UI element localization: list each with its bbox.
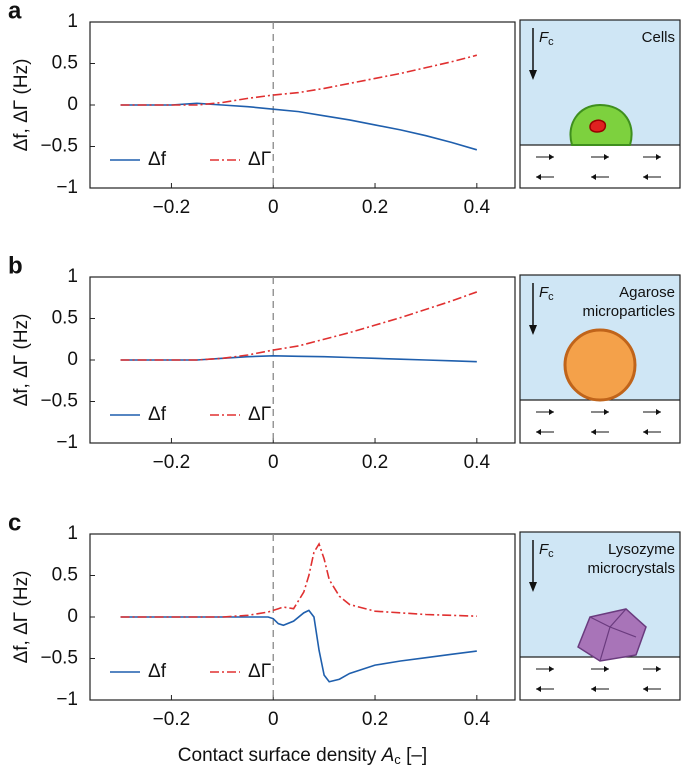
force-symbol: F: [539, 541, 549, 558]
x-tick-label: −0.2: [153, 452, 191, 473]
shear-arrow-head: [549, 409, 554, 415]
microparticle: [563, 328, 637, 402]
x-tick-label: 0: [268, 709, 279, 730]
shear-arrow-head: [549, 666, 554, 672]
x-tick-label: 0.2: [362, 452, 388, 473]
shear-arrow-head: [643, 686, 648, 692]
y-tick-label: −0.5: [40, 648, 78, 669]
legend-label: Δf: [148, 404, 167, 425]
force-label: Fc: [539, 541, 554, 560]
x-axis-label-part: [–]: [401, 745, 427, 766]
data-line: [120, 102, 478, 151]
force-subscript: c: [548, 36, 554, 48]
inset-label: Lysozyme: [608, 541, 675, 558]
y-tick-label: 1: [67, 523, 78, 544]
shear-arrow-head: [536, 686, 541, 692]
x-tick-label: 0: [268, 452, 279, 473]
shear-arrow-head: [604, 409, 609, 415]
shear-arrow-head: [656, 154, 661, 160]
force-arrow-head: [529, 582, 537, 592]
inset-label: microcrystals: [587, 560, 675, 577]
shear-arrow-head: [643, 174, 648, 180]
inset-label: Cells: [642, 29, 675, 46]
force-arrow-head: [529, 325, 537, 335]
shear-arrow-head: [656, 666, 661, 672]
y-axis-label: Δf, ΔΓ (Hz): [11, 571, 32, 664]
force-symbol: F: [539, 284, 549, 301]
x-axis-label: Contact surface density Ac [–]: [178, 745, 427, 767]
inset-frame: [519, 531, 681, 701]
x-tick-label: 0.4: [464, 197, 491, 218]
shear-arrow-head: [643, 429, 648, 435]
y-tick-label: 0: [67, 349, 78, 370]
force-label: Fc: [539, 29, 554, 48]
shear-arrow-head: [591, 686, 596, 692]
force-label: Fc: [539, 284, 554, 303]
inset-label: microparticles: [582, 303, 675, 320]
y-tick-label: −0.5: [40, 136, 78, 157]
shear-arrow-head: [591, 174, 596, 180]
shear-arrow-head: [549, 154, 554, 160]
y-tick-label: 0.5: [52, 565, 78, 586]
x-axis-label-part: c: [394, 752, 401, 767]
y-axis-label: Δf, ΔΓ (Hz): [11, 59, 32, 152]
inset-frame: [519, 274, 681, 444]
x-tick-label: 0: [268, 197, 279, 218]
data-line: [120, 542, 477, 618]
x-tick-label: 0.2: [362, 197, 388, 218]
y-tick-label: 0.5: [52, 308, 78, 329]
panel-label: b: [8, 252, 23, 279]
force-subscript: c: [548, 548, 554, 560]
panel-label: c: [8, 509, 21, 536]
legend-label: ΔΓ: [248, 661, 271, 682]
y-tick-label: −1: [56, 689, 78, 710]
y-tick-label: −1: [56, 432, 78, 453]
legend-label: ΔΓ: [248, 149, 271, 170]
legend-label: Δf: [148, 149, 167, 170]
x-axis-label-part: A: [381, 745, 395, 766]
shear-arrow-head: [591, 429, 596, 435]
x-axis-label-part: Contact surface density: [178, 745, 382, 766]
data-line: [120, 609, 477, 683]
x-tick-label: 0.2: [362, 709, 388, 730]
shear-arrow-head: [536, 429, 541, 435]
force-subscript: c: [548, 291, 554, 303]
y-tick-label: 0.5: [52, 53, 78, 74]
shear-arrow-head: [656, 409, 661, 415]
crystal-edges: [589, 608, 637, 662]
x-tick-label: 0.4: [464, 452, 491, 473]
y-axis-label: Δf, ΔΓ (Hz): [11, 314, 32, 407]
shear-arrow-head: [604, 154, 609, 160]
x-tick-label: −0.2: [153, 197, 191, 218]
shear-arrow-head: [604, 666, 609, 672]
data-line: [120, 54, 478, 106]
y-tick-label: 1: [67, 266, 78, 287]
data-line: [120, 291, 478, 361]
y-tick-label: 1: [67, 11, 78, 32]
shear-arrow-head: [536, 174, 541, 180]
force-symbol: F: [539, 29, 549, 46]
y-tick-label: −1: [56, 177, 78, 198]
force-arrow-head: [529, 70, 537, 80]
panel-label: a: [8, 0, 22, 24]
legend-label: ΔΓ: [248, 404, 271, 425]
x-tick-label: 0.4: [464, 709, 491, 730]
legend-label: Δf: [148, 661, 167, 682]
y-tick-label: −0.5: [40, 391, 78, 412]
nucleus: [589, 119, 607, 133]
x-tick-label: −0.2: [153, 709, 191, 730]
y-tick-label: 0: [67, 94, 78, 115]
y-tick-label: 0: [67, 606, 78, 627]
inset-label: Agarose: [619, 284, 675, 301]
inset-frame: [519, 19, 681, 189]
